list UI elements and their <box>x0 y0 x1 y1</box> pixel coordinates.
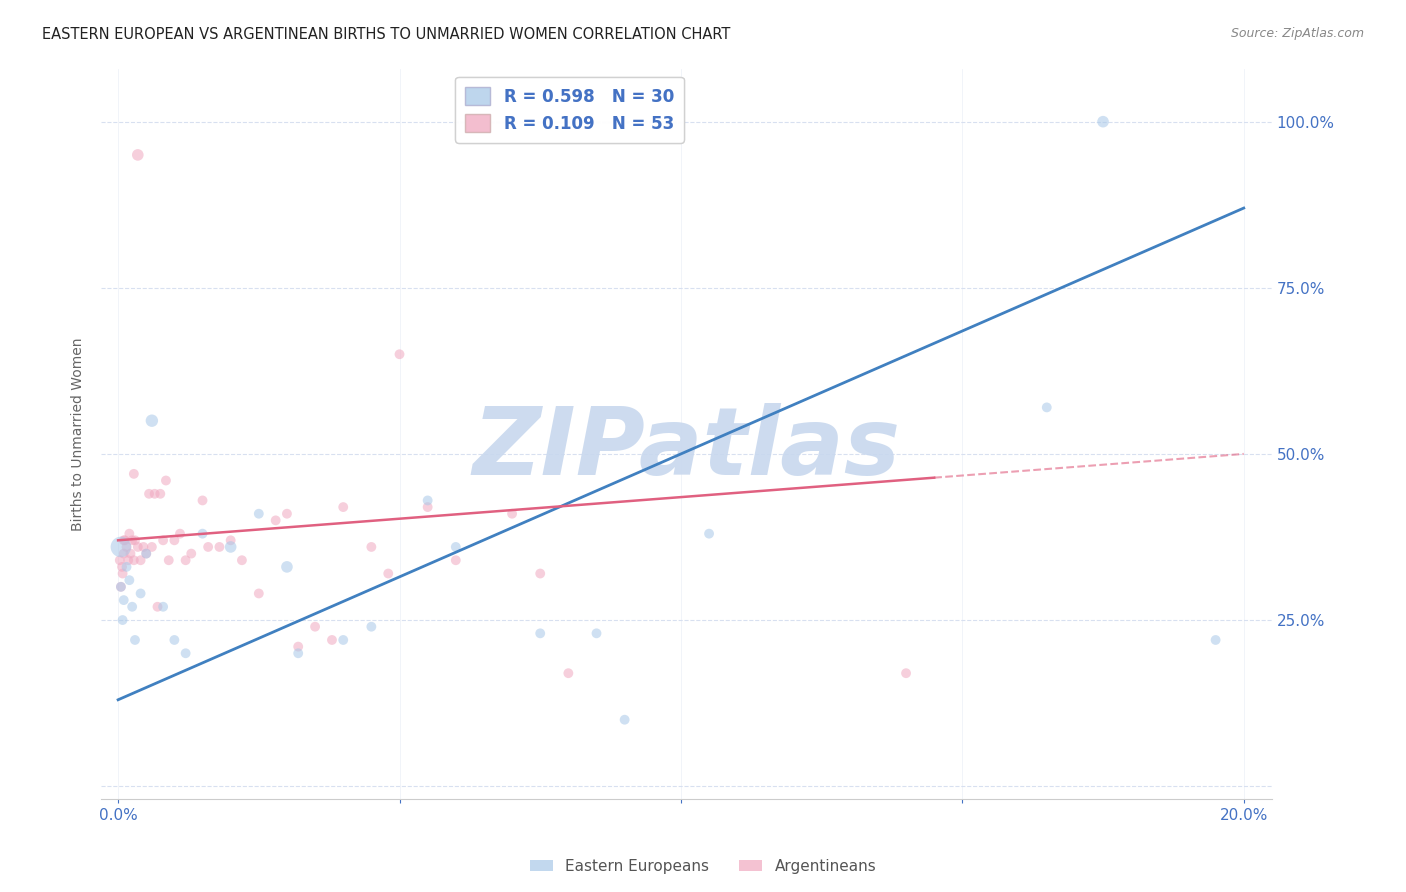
Point <box>585 626 607 640</box>
Point <box>110 540 132 554</box>
Point <box>174 553 197 567</box>
Point <box>529 566 551 581</box>
Point <box>174 646 197 660</box>
Point <box>129 586 152 600</box>
Point <box>163 632 186 647</box>
Point <box>132 540 155 554</box>
Point <box>191 493 214 508</box>
Point <box>112 547 135 561</box>
Point <box>197 540 219 554</box>
Point <box>112 593 135 607</box>
Point <box>117 553 139 567</box>
Point <box>141 414 163 428</box>
Point <box>444 553 467 567</box>
Point <box>121 533 143 548</box>
Point <box>111 566 134 581</box>
Point <box>247 507 270 521</box>
Point <box>111 560 134 574</box>
Point <box>127 148 149 162</box>
Legend: R = 0.598   N = 30, R = 0.109   N = 53: R = 0.598 N = 30, R = 0.109 N = 53 <box>456 77 683 143</box>
Point <box>231 553 253 567</box>
Point <box>444 540 467 554</box>
Point <box>208 540 231 554</box>
Point <box>118 573 141 587</box>
Point <box>613 713 636 727</box>
Point <box>388 347 411 361</box>
Point <box>108 553 131 567</box>
Point <box>115 540 138 554</box>
Text: EASTERN EUROPEAN VS ARGENTINEAN BIRTHS TO UNMARRIED WOMEN CORRELATION CHART: EASTERN EUROPEAN VS ARGENTINEAN BIRTHS T… <box>42 27 731 42</box>
Point <box>122 467 145 481</box>
Point <box>146 599 169 614</box>
Point <box>135 547 157 561</box>
Point <box>124 533 146 548</box>
Point <box>120 547 142 561</box>
Point <box>247 586 270 600</box>
Point <box>1205 632 1227 647</box>
Point <box>416 500 439 514</box>
Point <box>112 533 135 548</box>
Point <box>127 540 149 554</box>
Point <box>155 474 177 488</box>
Point <box>141 540 163 554</box>
Point <box>697 526 720 541</box>
Text: ZIPatlas: ZIPatlas <box>472 402 901 494</box>
Point <box>180 547 202 561</box>
Point <box>894 666 917 681</box>
Point <box>124 632 146 647</box>
Point <box>264 513 287 527</box>
Point <box>114 533 136 548</box>
Point <box>152 599 174 614</box>
Point <box>138 487 160 501</box>
Point <box>110 580 132 594</box>
Point <box>321 632 343 647</box>
Legend: Eastern Europeans, Argentineans: Eastern Europeans, Argentineans <box>523 853 883 880</box>
Point <box>557 666 579 681</box>
Point <box>501 507 523 521</box>
Point <box>121 599 143 614</box>
Point <box>360 540 382 554</box>
Point <box>115 560 138 574</box>
Point <box>111 613 134 627</box>
Point <box>416 493 439 508</box>
Point <box>1035 401 1057 415</box>
Point <box>1092 114 1115 128</box>
Point <box>360 620 382 634</box>
Point <box>219 533 242 548</box>
Point <box>135 547 157 561</box>
Point <box>143 487 166 501</box>
Point <box>169 526 191 541</box>
Point <box>129 553 152 567</box>
Point <box>110 580 132 594</box>
Point <box>287 640 309 654</box>
Point <box>219 540 242 554</box>
Point <box>276 507 298 521</box>
Text: Source: ZipAtlas.com: Source: ZipAtlas.com <box>1230 27 1364 40</box>
Point <box>118 526 141 541</box>
Y-axis label: Births to Unmarried Women: Births to Unmarried Women <box>72 337 86 531</box>
Point <box>191 526 214 541</box>
Point <box>152 533 174 548</box>
Point <box>304 620 326 634</box>
Point <box>149 487 172 501</box>
Point <box>163 533 186 548</box>
Point <box>276 560 298 574</box>
Point <box>529 626 551 640</box>
Point <box>157 553 180 567</box>
Point <box>377 566 399 581</box>
Point <box>332 632 354 647</box>
Point <box>122 553 145 567</box>
Point <box>287 646 309 660</box>
Point <box>332 500 354 514</box>
